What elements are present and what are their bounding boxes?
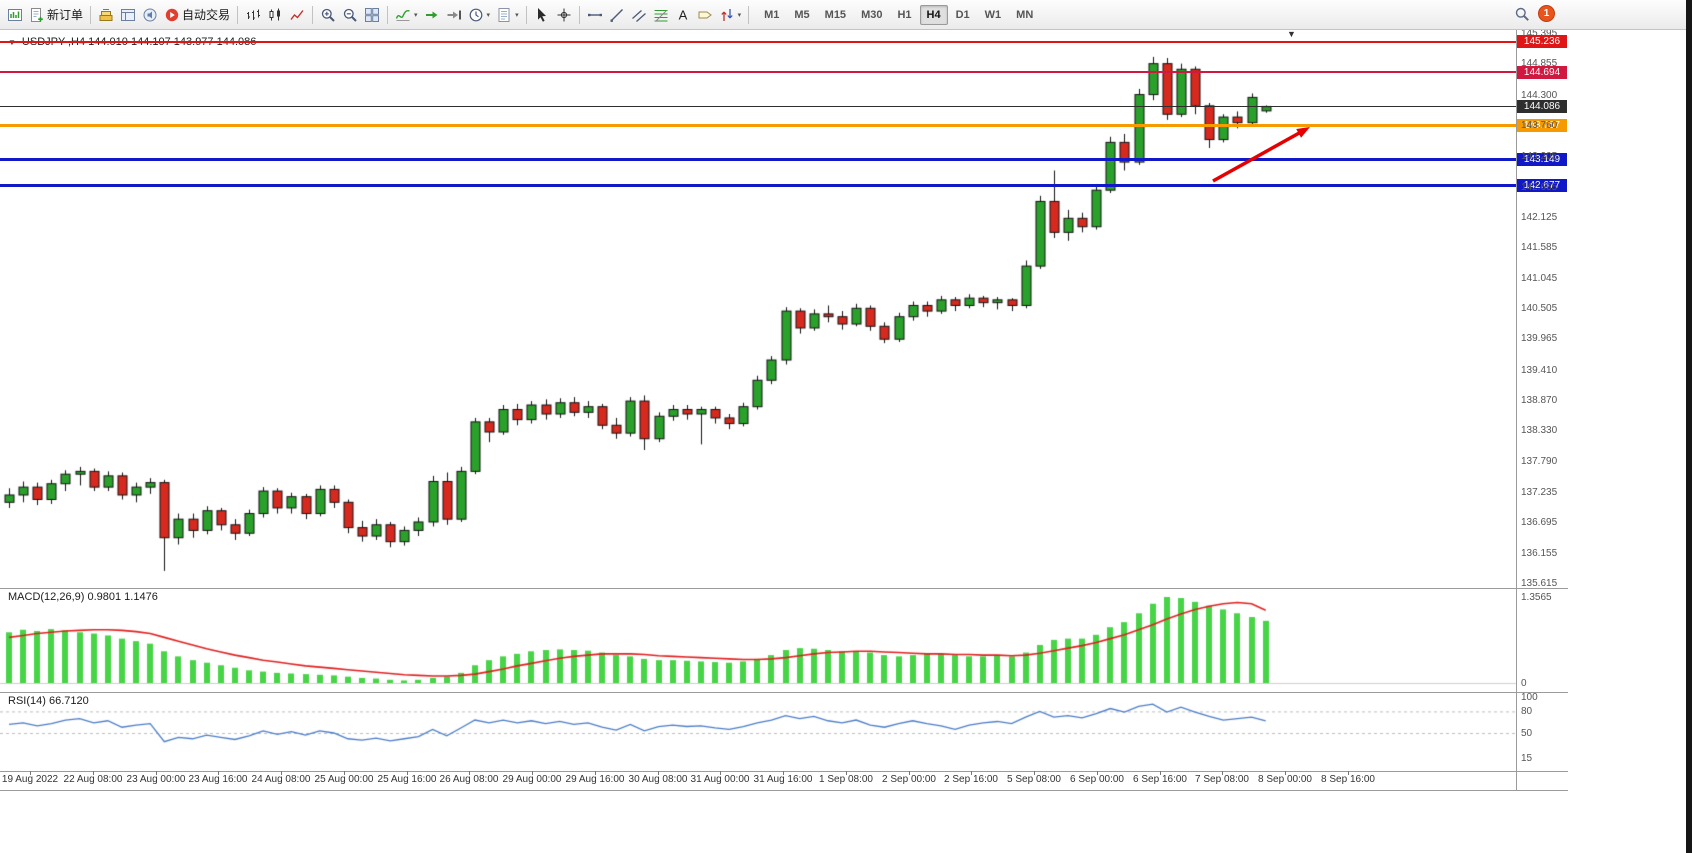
timeframe-bar: M1 M5 M15 M30 H1 H4 D1 W1 MN [757, 4, 1040, 25]
line-chart-mode-button[interactable] [286, 4, 308, 26]
timeframe-m5-button[interactable]: M5 [794, 8, 810, 21]
new-order-label: 新订单 [47, 8, 84, 22]
label-icon [697, 7, 713, 23]
draw-text-button[interactable]: A [672, 4, 694, 26]
datawin-icon [120, 7, 136, 23]
shift-marker-icon[interactable]: ▼ [1287, 29, 1296, 39]
tile-icon [364, 7, 380, 23]
window-edge-strip [1686, 0, 1692, 853]
draw-fibonacci-button[interactable] [650, 4, 672, 26]
timeframe-w1-button[interactable]: W1 [984, 8, 1002, 21]
neworder-icon [29, 7, 45, 23]
bars-icon [245, 7, 261, 23]
toolbar-separator [748, 5, 750, 24]
tile-windows-button[interactable] [361, 4, 383, 26]
zoom-out-button[interactable] [339, 4, 361, 26]
tline-icon [609, 7, 625, 23]
indicators-button[interactable]: ▾ [392, 4, 421, 26]
toolbar-separator [387, 5, 389, 24]
timeframe-m1-button[interactable]: M1 [764, 8, 780, 21]
draw-arrows-button[interactable]: ▾ [716, 4, 745, 26]
zoom-in-button[interactable] [317, 4, 339, 26]
auto-trading-button[interactable]: 自动交易 [161, 4, 233, 26]
candlestick-mode-button[interactable] [264, 4, 286, 26]
zoomout-icon [342, 7, 358, 23]
timeframe-h1-button[interactable]: H1 [897, 8, 912, 21]
textA-icon: A [675, 7, 691, 23]
timeframe-m15-button[interactable]: M15 [824, 8, 847, 21]
toolbar-right: 1 [1514, 5, 1555, 22]
market-watch-button[interactable] [95, 4, 117, 26]
dropdown-caret-icon[interactable]: ▾ [737, 11, 742, 19]
fibo-icon [653, 7, 669, 23]
timeframe-mn-button[interactable]: MN [1016, 8, 1034, 21]
svg-text:A: A [678, 7, 687, 22]
basket-icon [98, 7, 114, 23]
draw-hline-button[interactable] [584, 4, 606, 26]
sound-icon [142, 7, 158, 23]
cursor-button[interactable] [531, 4, 553, 26]
chart-shift-button[interactable] [443, 4, 465, 26]
zoomin-icon [320, 7, 336, 23]
timeframe-h4-button[interactable]: H4 [919, 4, 948, 25]
toolbar-separator [237, 5, 239, 24]
chartwin-icon [7, 7, 23, 23]
periods-button[interactable]: ▾ [465, 4, 494, 26]
draw-label-button[interactable] [694, 4, 716, 26]
crosshair-icon [556, 7, 572, 23]
arrows-icon [719, 7, 735, 23]
autoscroll-icon [424, 7, 440, 23]
toolbar-separator [312, 5, 314, 24]
channel-icon [631, 7, 647, 23]
toolbar-separator [525, 5, 527, 24]
notification-badge[interactable]: 1 [1538, 5, 1555, 22]
auto-scroll-button[interactable] [421, 4, 443, 26]
dropdown-caret-icon[interactable]: ▾ [414, 11, 418, 19]
draw-channel-button[interactable] [628, 4, 650, 26]
dropdown-caret-icon[interactable]: ▾ [486, 11, 491, 19]
toolbar-groups: 新订单 自动交易 ▾ ▾ ▾ A ▾ [4, 4, 744, 26]
candles-icon [267, 7, 283, 23]
template-icon [496, 7, 512, 23]
auto-trading-label: 自动交易 [182, 8, 231, 22]
autotrade-icon [164, 7, 180, 23]
draw-trendline-button[interactable] [606, 4, 628, 26]
timeframe-m30-button[interactable]: M30 [861, 8, 883, 21]
toolbar: 新订单 自动交易 ▾ ▾ ▾ A ▾ M1 M5 M15 M30 H1 H4 D1 W1 MN 1 [0, 0, 1692, 30]
toolbar-separator [90, 5, 92, 24]
templates-button[interactable]: ▾ [493, 4, 522, 26]
cursor-icon [534, 7, 550, 23]
new-chart-button[interactable] [4, 4, 26, 26]
terminal-button[interactable] [139, 4, 161, 26]
dropdown-caret-icon[interactable]: ▾ [515, 11, 519, 19]
clock-icon [468, 7, 484, 23]
crosshair-button[interactable] [553, 4, 575, 26]
new-order-button[interactable]: 新订单 [26, 4, 86, 26]
search-icon[interactable] [1514, 6, 1530, 22]
shift-icon [446, 7, 462, 23]
toolbar-separator [578, 5, 580, 24]
indicator-icon [395, 7, 411, 23]
data-window-button[interactable] [117, 4, 139, 26]
linechart-icon [289, 7, 305, 23]
hline-icon [587, 7, 603, 23]
timeframe-d1-button[interactable]: D1 [955, 8, 970, 21]
bar-chart-mode-button[interactable] [242, 4, 264, 26]
